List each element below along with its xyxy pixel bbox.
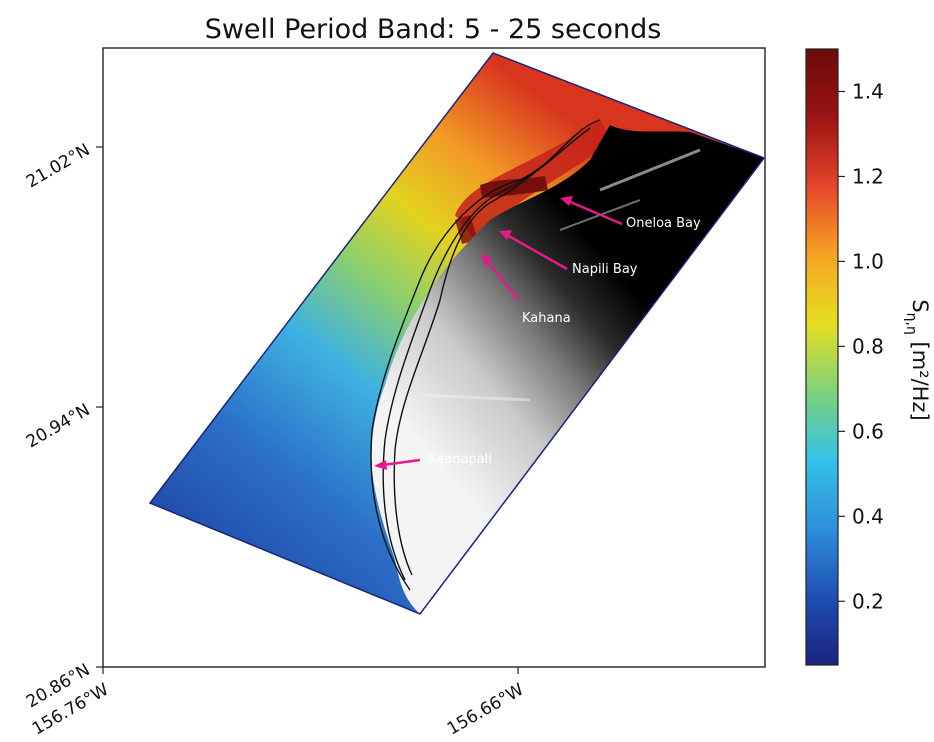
colorbar-tick-label: 0.2 — [852, 589, 884, 613]
place-annotations: Oneloa Bay Napili Bay Kahana Kaanapali — [374, 196, 701, 470]
y-axis: 21.02°N20.94°N20.86°N — [23, 140, 103, 712]
colorbar-label-subscript: η,η — [903, 313, 919, 335]
colorbar — [805, 48, 839, 666]
colorbar-tick-label: 1.4 — [852, 79, 884, 103]
colorbar-tick-label: 0.8 — [852, 334, 884, 358]
colorbar-ticks: 0.2 0.4 0.6 0.8 1.0 1.2 1.4 — [838, 79, 884, 613]
x-axis: 156.76°W 156.66°W — [29, 667, 528, 740]
annotation-arrow-line — [567, 199, 623, 226]
annotation-arrow-line — [486, 260, 520, 301]
bathymetry-contour — [393, 134, 576, 576]
chart-title: Swell Period Band: 5 - 25 seconds — [205, 14, 662, 45]
annotation-kahana: Kahana — [481, 254, 571, 326]
x-tick-label: 156.66°W — [444, 680, 528, 740]
colorbar-tick-label: 1.0 — [852, 249, 884, 273]
annotation-label: Oneloa Bay — [626, 216, 701, 231]
plot-frame — [102, 47, 766, 668]
annotation-label: Napili Bay — [572, 262, 638, 277]
annotation-napili-bay: Napili Bay — [499, 230, 638, 277]
valley-streak — [599, 148, 701, 192]
colorbar-label: Sη,η [m²/Hz] — [903, 299, 932, 420]
annotation-label: Kahana — [522, 311, 571, 326]
map-domain — [150, 53, 764, 614]
land-mass — [371, 125, 764, 614]
colorbar-label-unit: [m²/Hz] — [908, 335, 932, 421]
annotation-oneloa-bay: Oneloa Bay — [560, 196, 701, 231]
bathymetry-contour — [382, 127, 591, 581]
y-tick-label: 21.02°N — [23, 140, 94, 192]
valley-streak — [419, 393, 531, 402]
domain-outline — [148, 52, 766, 615]
colorbar-tick-label: 0.6 — [852, 419, 884, 443]
annotation-arrowhead — [499, 230, 512, 240]
annotation-arrowhead — [481, 254, 493, 266]
y-tick-label: 20.94°N — [23, 400, 94, 452]
colorbar-label-main: S — [908, 299, 932, 312]
annotation-arrow-line — [382, 458, 421, 467]
hotspot-peak-energy — [480, 176, 548, 198]
annotation-kaanapali: Kaanapali — [374, 452, 492, 470]
colorbar-tick-label: 0.4 — [852, 504, 884, 528]
annotation-arrowhead — [560, 196, 573, 206]
annotation-arrowhead — [374, 460, 387, 470]
annotation-label: Kaanapali — [428, 452, 492, 467]
annotation-arrow-line — [506, 233, 568, 271]
colorbar-tick-label: 1.2 — [852, 164, 884, 188]
